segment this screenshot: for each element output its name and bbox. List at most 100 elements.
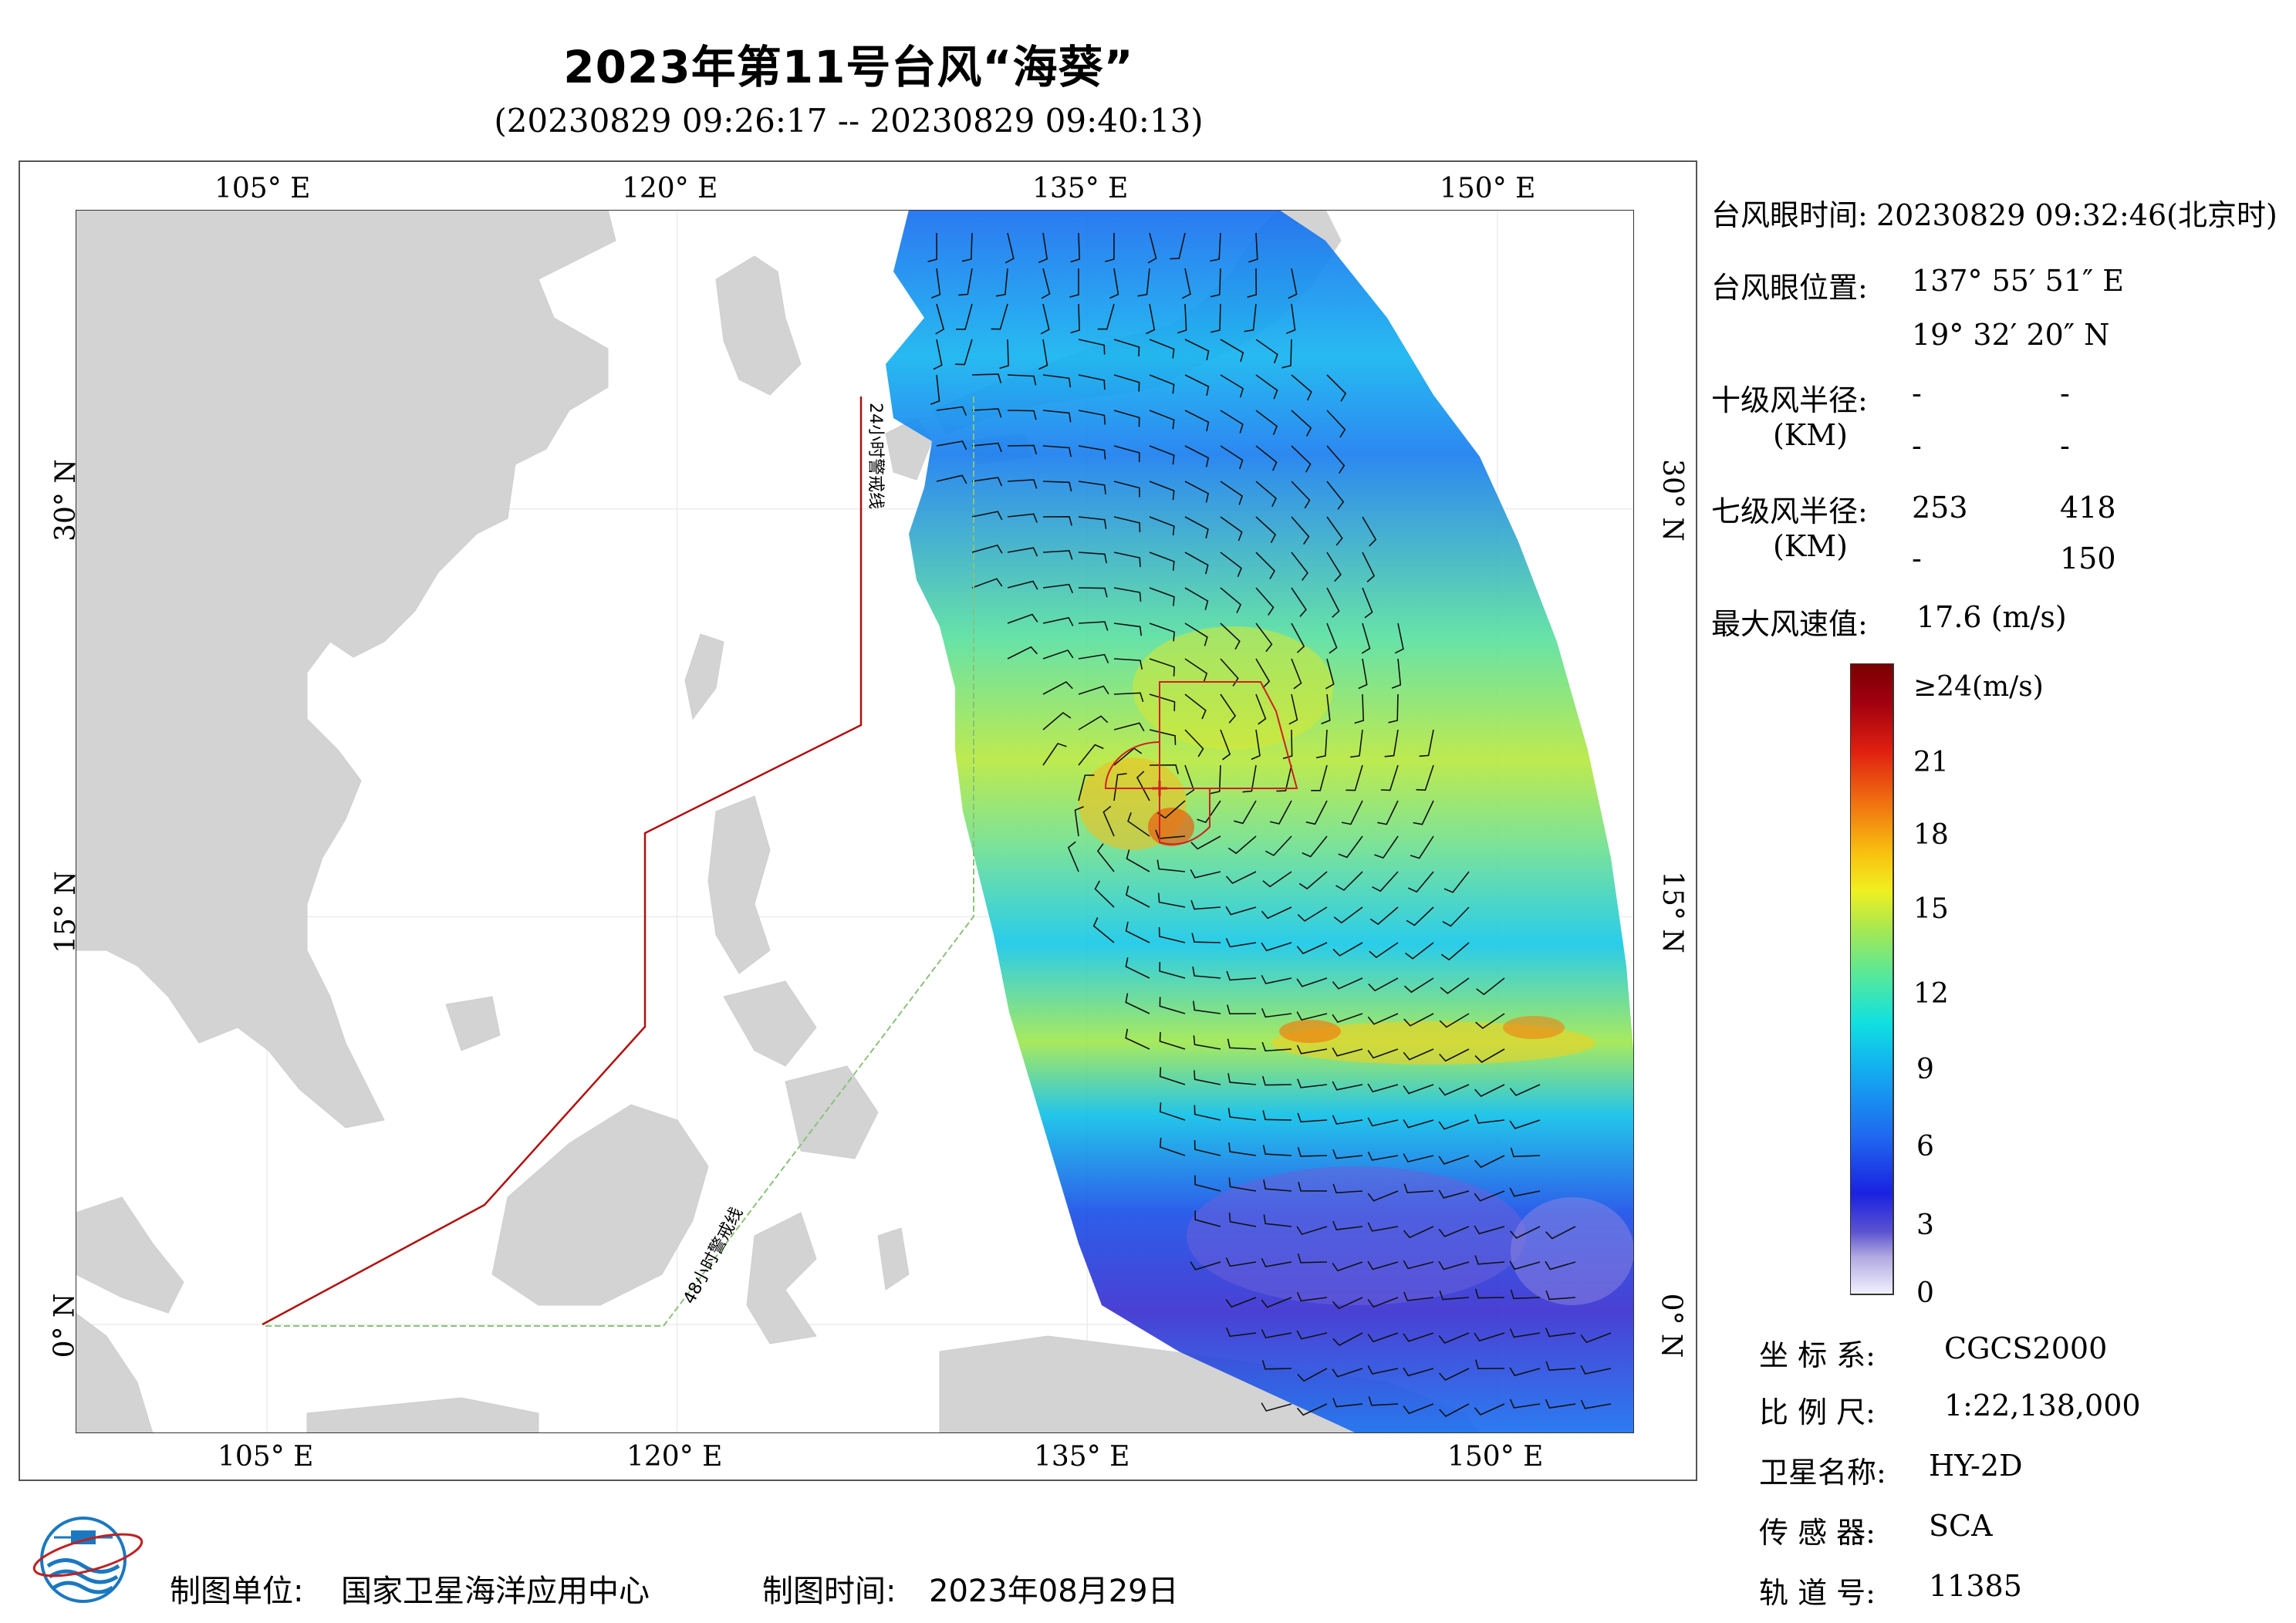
wind-barb [1113, 587, 1142, 602]
wind-barb [1136, 771, 1150, 801]
wind-barb [1210, 303, 1221, 333]
wind-barb [1184, 481, 1210, 503]
wind-barb [1297, 1254, 1328, 1264]
wind-barb [991, 303, 1008, 330]
r7-val-1: 253 [1912, 491, 1968, 525]
wind-barb [1367, 1365, 1399, 1375]
wind-barb [1291, 410, 1312, 437]
wind-barb [1127, 812, 1150, 837]
colorbar [1850, 663, 1894, 1295]
colorbar-label-24: ≥24(m/s) [1913, 671, 2044, 703]
wind-barb [1388, 693, 1399, 724]
wind-barb [1384, 729, 1399, 758]
scale-value: 1:22,138,000 [1944, 1388, 2141, 1422]
wind-barb [1113, 722, 1145, 732]
wind-barb [1261, 1007, 1292, 1018]
wind-barb [1159, 1102, 1186, 1121]
wind-barb [1332, 1220, 1363, 1230]
colorbar-label-0: 0 [1916, 1277, 1934, 1309]
wind-barb [1220, 339, 1244, 363]
wind-barb [1332, 1048, 1363, 1057]
wind-barb [1438, 1226, 1470, 1237]
wind-barb [1190, 869, 1221, 879]
wind-barb [1281, 339, 1292, 369]
wind-barb [1113, 552, 1141, 568]
wind-barb [1261, 942, 1292, 952]
r10-val-2: - [2060, 376, 2070, 410]
wind-barb [1094, 880, 1115, 908]
colorbar-label-12: 12 [1913, 978, 1949, 1010]
wind-barb [1332, 1368, 1363, 1378]
wind-barb [1354, 693, 1365, 724]
eye-pos-label: 台风眼位置: [1711, 271, 1868, 305]
wind-barb [1149, 374, 1175, 394]
wind-barb [1225, 906, 1257, 916]
land-sumatra [76, 1312, 154, 1433]
wind-barb [1220, 623, 1241, 650]
land-sulawesi [746, 1212, 817, 1345]
warning-line-24h-label: 24小时警戒线 [866, 403, 885, 509]
wind-barb [1282, 729, 1293, 760]
wind-barb [1442, 906, 1470, 927]
r10-val-1: - [1912, 376, 1922, 410]
wind-barb [1291, 658, 1302, 690]
max-wind-label: 最大风速值: [1711, 607, 1868, 641]
wind-barb [1403, 1291, 1434, 1301]
wind-barb [1297, 1147, 1328, 1157]
wind-barb [1255, 623, 1273, 653]
wind-barb [971, 544, 1003, 554]
wind-barb [1220, 552, 1242, 578]
wind-barb [1261, 1328, 1292, 1338]
wind-barb [1042, 742, 1067, 766]
wind-barb [1545, 1226, 1576, 1240]
wind-barb [1042, 374, 1072, 388]
wind-barb [1367, 1332, 1399, 1343]
wind-barb [1296, 1291, 1328, 1302]
wind-barb [1326, 481, 1345, 510]
wind-barb [1113, 658, 1143, 670]
wind-barb [1439, 1290, 1470, 1301]
y-tick-right-15: 15° N [1656, 871, 1688, 953]
land-java [306, 1397, 539, 1433]
wind-barb [1191, 933, 1221, 943]
wind-barb [1403, 1367, 1434, 1377]
wind-barb [1149, 587, 1175, 606]
wind-barb [1297, 1368, 1328, 1382]
wind-barb [1149, 658, 1176, 677]
wind-barb [1228, 1142, 1257, 1156]
wind-barb [1113, 747, 1143, 766]
production-date-value: 2023年08月29日 [929, 1574, 1179, 1609]
wind-barb [1042, 616, 1074, 626]
wind-barb [1438, 1260, 1470, 1270]
sensor-label: 传 感 器: [1759, 1516, 1876, 1550]
wind-barb [1264, 835, 1292, 856]
wind-barb [1326, 445, 1346, 474]
wind-barb [1255, 658, 1271, 689]
r7-val-4: 150 [2060, 542, 2116, 575]
wind-barb [1296, 977, 1328, 987]
wind-barb [1291, 587, 1307, 617]
wind-barb [1192, 966, 1221, 979]
wind-barb [1349, 729, 1363, 758]
land-visayas [723, 980, 817, 1067]
colorbar-label-3: 3 [1916, 1210, 1934, 1241]
wind-barb [1509, 1226, 1541, 1239]
wind-barb [1326, 552, 1342, 582]
wind-barb [1194, 1105, 1221, 1121]
land-asia [76, 210, 616, 1129]
wind-field-map[interactable]: 24小时警戒线 48小时警戒线 [76, 210, 1634, 1433]
wind-barb [1255, 374, 1278, 400]
wind-barb [1403, 1153, 1434, 1163]
wind-barb [1332, 1183, 1363, 1194]
wind-barb [1184, 410, 1210, 432]
x-tick-top-105: 105° E [214, 173, 311, 204]
wind-barb [1545, 1328, 1576, 1338]
wind-barb [1332, 1115, 1363, 1125]
wind-barb [1262, 871, 1292, 888]
wind-barb [971, 511, 1003, 521]
wind-barb [1225, 1297, 1257, 1308]
wind-barb [995, 268, 1008, 297]
eye-time-label: 台风眼时间: [1711, 198, 1868, 232]
x-tick-bottom-105: 105° E [218, 1441, 314, 1473]
wind-barb [1227, 1073, 1257, 1085]
